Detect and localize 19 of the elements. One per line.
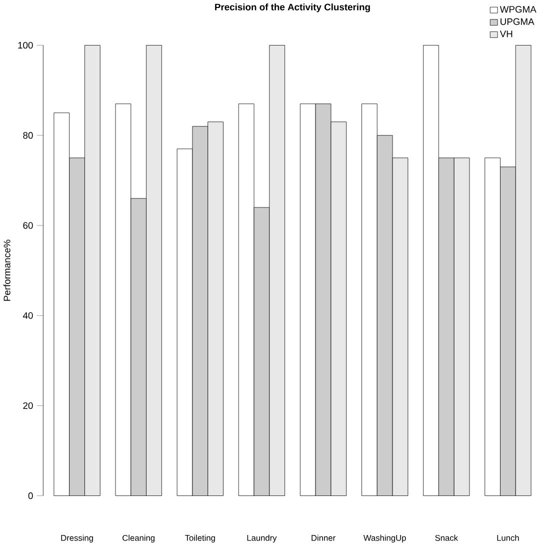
y-axis-title: Performance% (4, 240, 11, 301)
x-tick-label: Snack (435, 534, 458, 541)
y-tick-label: 80 (23, 132, 34, 139)
y-tick-label: 0 (28, 492, 34, 500)
y-tick-label: 100 (18, 42, 34, 49)
x-tick-label: Toileting (185, 534, 216, 543)
x-tick-label: Dressing (61, 534, 94, 543)
legend-label: UPGMA (500, 18, 534, 25)
y-tick-label: 20 (23, 402, 34, 409)
chart-title: Precision of the Activity Clustering (215, 3, 370, 12)
y-tick-label: 40 (23, 312, 34, 319)
x-tick-label: Lunch (497, 534, 519, 541)
legend-label: WPGMA (500, 6, 537, 13)
legend-label: VH (500, 30, 512, 38)
x-tick-label: Laundry (248, 534, 277, 543)
x-tick-label: WashingUp (364, 534, 406, 543)
x-tick-label: Cleaning (122, 534, 155, 543)
x-tick-label: Dinner (312, 534, 336, 541)
y-tick-label: 60 (23, 222, 34, 229)
